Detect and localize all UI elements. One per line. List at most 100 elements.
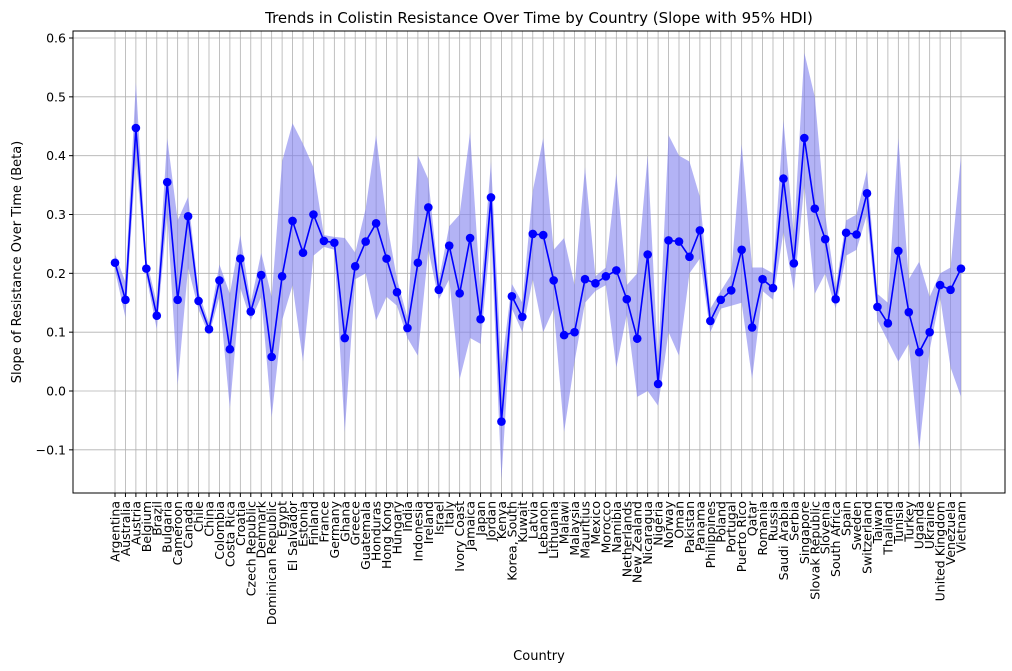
slope-point bbox=[518, 312, 527, 322]
slope-point bbox=[455, 289, 464, 298]
x-tick-label: Ivory Coast bbox=[452, 501, 467, 572]
y-axis-title: Slope of Resistance Over Time (Beta) bbox=[10, 141, 25, 384]
x-tick-label: Nigeria bbox=[651, 501, 666, 546]
slope-point bbox=[277, 271, 287, 281]
x-tick-label: Nicaragua bbox=[640, 501, 655, 565]
slope-point bbox=[142, 264, 151, 273]
x-tick-label: Denmark bbox=[254, 500, 269, 558]
x-tick-label: Hong Kong bbox=[379, 501, 394, 569]
slope-line bbox=[114, 127, 962, 422]
slope-point bbox=[632, 334, 642, 343]
slope-point bbox=[800, 133, 809, 143]
x-tick-label: United Kingdom bbox=[933, 501, 948, 601]
y-tick-label: 0.6 bbox=[46, 31, 66, 46]
y-tick-label: 0.3 bbox=[46, 207, 66, 222]
x-tick-label: Norway bbox=[661, 500, 676, 548]
x-tick-label: Croatia bbox=[233, 501, 248, 546]
x-tick-label: Singapore bbox=[797, 501, 812, 564]
x-tick-label: New Zealand bbox=[630, 501, 645, 583]
plot-frame bbox=[72, 30, 1006, 494]
slope-point bbox=[695, 226, 705, 235]
x-tick-label: Thailand bbox=[880, 501, 895, 556]
slope-point bbox=[309, 210, 318, 219]
x-tick-label: Israel bbox=[431, 501, 446, 535]
x-tick-label: Puerto Rico bbox=[734, 501, 749, 572]
hdi-band-area bbox=[115, 52, 961, 480]
x-tick-label: South Africa bbox=[828, 501, 843, 577]
slope-point bbox=[559, 330, 569, 340]
x-tick-label: Netherlands bbox=[619, 501, 634, 577]
x-tick-label: Estonia bbox=[296, 501, 311, 547]
x-tick-label: Spain bbox=[839, 501, 854, 536]
x-tick-label: Philippines bbox=[703, 501, 718, 568]
slope-point bbox=[664, 236, 673, 245]
slope-point bbox=[914, 347, 924, 357]
x-tick-label: Ghana bbox=[337, 501, 352, 542]
slope-point bbox=[403, 323, 412, 333]
slope-point bbox=[883, 319, 893, 328]
x-tick-label: Pakistan bbox=[682, 501, 697, 553]
slope-point bbox=[674, 237, 684, 246]
slope-point bbox=[361, 237, 370, 246]
slope-point bbox=[841, 228, 851, 238]
slope-point bbox=[215, 276, 224, 285]
slope-point bbox=[570, 327, 579, 337]
slope-point bbox=[726, 286, 736, 295]
slope-point bbox=[246, 307, 256, 316]
slope-point bbox=[392, 287, 402, 297]
slope-point bbox=[768, 283, 778, 293]
slope-point bbox=[330, 238, 339, 248]
x-tick-label: Argentina bbox=[108, 501, 123, 562]
slope-point bbox=[121, 295, 130, 305]
x-tick-label: Poland bbox=[713, 501, 728, 543]
x-tick-label: Italy bbox=[442, 500, 457, 528]
x-tick-label: Venezuela bbox=[943, 501, 958, 565]
slope-point bbox=[622, 294, 632, 304]
slope-point bbox=[862, 189, 872, 198]
slope-point bbox=[340, 333, 350, 343]
slope-point bbox=[716, 295, 726, 305]
x-tick-label: Romania bbox=[755, 501, 770, 556]
slope-point bbox=[601, 271, 611, 281]
x-tick-label: Kenya bbox=[494, 501, 509, 539]
slope-point bbox=[779, 174, 788, 183]
x-tick-label: Latvia bbox=[525, 501, 540, 539]
slope-point bbox=[194, 296, 203, 306]
x-tick-label: Honduras bbox=[369, 501, 384, 561]
x-tick-label: Germany bbox=[327, 500, 342, 558]
x-tick-label: Kuwait bbox=[515, 501, 530, 543]
x-tick-label: Jordan bbox=[484, 501, 499, 542]
slope-point bbox=[612, 266, 621, 275]
x-tick-label: Malawi bbox=[557, 501, 572, 544]
slope-point bbox=[831, 294, 840, 304]
x-tick-label: Vietnam bbox=[954, 501, 969, 553]
slope-point bbox=[737, 245, 746, 255]
slope-point bbox=[747, 323, 757, 332]
y-axis-ticks: −0.1 0.0 0.1 0.2 0.3 0.4 0.5 0.6 bbox=[36, 31, 73, 457]
x-tick-label: Namibia bbox=[609, 501, 624, 553]
slope-points bbox=[110, 123, 966, 426]
x-tick-label: Mexico bbox=[588, 501, 603, 545]
x-tick-label: Finland bbox=[306, 501, 321, 546]
slope-point bbox=[497, 417, 506, 426]
x-tick-label: Turkey bbox=[901, 500, 916, 542]
slope-point bbox=[758, 274, 767, 284]
hdi-band bbox=[115, 52, 961, 480]
slope-point bbox=[852, 230, 861, 239]
x-tick-label: Switzerland bbox=[860, 501, 875, 574]
slope-point bbox=[528, 229, 538, 239]
slope-point bbox=[706, 316, 715, 326]
x-tick-label: Egypt bbox=[275, 501, 290, 537]
x-tick-label: Indonesia bbox=[410, 501, 425, 561]
chart-title: Trends in Colistin Resistance Over Time … bbox=[264, 9, 813, 27]
x-tick-label: Sweden bbox=[849, 501, 864, 550]
slope-point bbox=[350, 261, 360, 271]
x-tick-label: Portugal bbox=[724, 501, 739, 553]
x-tick-label: Uganda bbox=[912, 501, 927, 549]
slope-point bbox=[789, 259, 799, 268]
slope-point bbox=[236, 254, 245, 263]
x-tick-label: Slovenia bbox=[818, 501, 833, 554]
slope-point bbox=[507, 291, 517, 301]
x-tick-label: Costa Rica bbox=[222, 501, 237, 567]
